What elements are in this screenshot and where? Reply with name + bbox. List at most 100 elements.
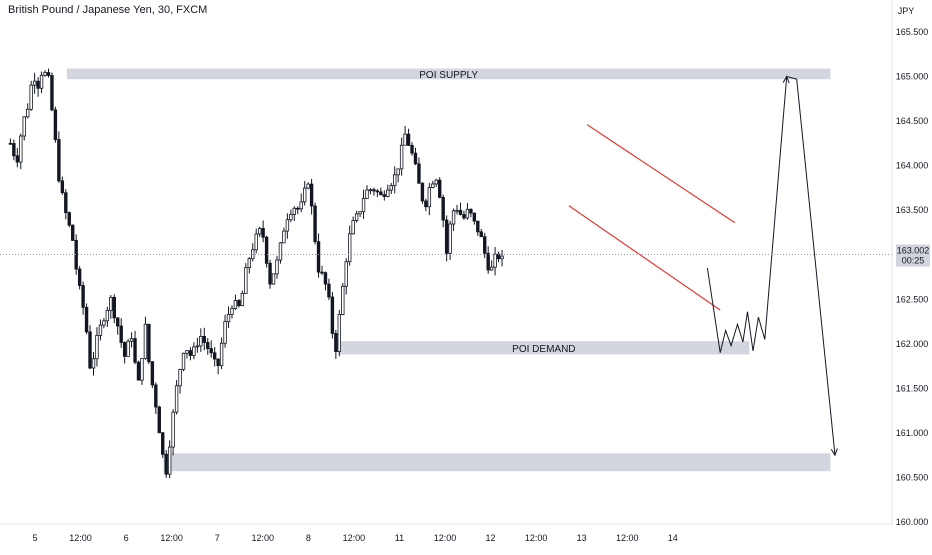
projection-arrowhead — [830, 448, 838, 457]
candle-body — [271, 273, 276, 285]
candle-body — [316, 241, 321, 273]
candle-body — [261, 228, 265, 238]
candle-body — [327, 283, 331, 298]
candle-body — [493, 253, 497, 268]
x-tick-label: 14 — [668, 533, 678, 543]
candle-body — [206, 342, 210, 349]
x-tick-label: 12:00 — [434, 533, 457, 543]
candle-body — [122, 342, 127, 357]
candle-body — [188, 350, 193, 356]
candle-body — [15, 155, 20, 163]
candle-body — [285, 219, 290, 232]
candle-body — [157, 406, 161, 434]
candle-body — [389, 185, 393, 191]
candle-body — [74, 240, 78, 270]
candle-body — [53, 109, 58, 140]
channel-layer — [568, 124, 736, 311]
candle-body — [434, 179, 438, 185]
candle-body — [444, 219, 449, 254]
candle-body — [178, 368, 182, 387]
candle-body — [81, 285, 85, 308]
candle-body — [8, 142, 13, 145]
candle-body — [358, 211, 362, 215]
candle-body — [302, 187, 307, 203]
projection-arrowhead — [782, 75, 790, 84]
candle-body — [417, 163, 421, 184]
candle-body — [185, 350, 189, 354]
candle-body — [465, 208, 470, 219]
candle-body — [171, 411, 175, 448]
candle-body — [337, 314, 342, 352]
candle-body — [199, 336, 203, 347]
candle-body — [420, 182, 425, 202]
candle-body — [174, 385, 179, 413]
candle-body — [306, 183, 310, 189]
candle-body — [351, 220, 355, 235]
candle-body — [396, 168, 400, 176]
candle-body — [275, 259, 279, 275]
candle-body — [26, 108, 30, 118]
candle-body — [39, 74, 44, 89]
x-tick-label: 12:00 — [343, 533, 366, 543]
zones-layer: POI SUPPLY POI DEMAND — [66, 68, 831, 472]
candle-body — [361, 198, 366, 213]
projection-layer — [706, 75, 838, 457]
candle-body — [95, 335, 99, 360]
x-tick-label: 8 — [306, 533, 311, 543]
candle-body — [476, 220, 480, 233]
candle-body — [147, 323, 151, 363]
candle-body — [67, 212, 71, 226]
candle-body — [247, 258, 251, 269]
candle-body — [368, 189, 373, 192]
candle-body — [393, 174, 397, 187]
y-tick-label: 161.500 — [896, 383, 929, 393]
candle-body — [140, 358, 144, 381]
candle-body — [136, 361, 141, 381]
candle-body — [32, 80, 37, 86]
candle-body — [29, 84, 33, 110]
candle-body — [64, 192, 68, 214]
candle-body — [264, 236, 269, 264]
candle-body — [282, 230, 286, 244]
candle-body — [427, 187, 432, 208]
candle-body — [334, 333, 338, 352]
candle-body — [341, 285, 345, 315]
y-tick-label: 162.500 — [896, 294, 929, 304]
x-tick-label: 12:00 — [252, 533, 275, 543]
candle-body — [347, 233, 352, 263]
x-tick-label: 12 — [486, 533, 496, 543]
candles-layer — [8, 68, 504, 479]
candle-body — [406, 133, 411, 146]
candle-body — [451, 210, 456, 225]
candle-body — [431, 183, 435, 188]
candle-body — [268, 262, 272, 285]
candle-body — [77, 268, 82, 286]
candle-body — [192, 346, 196, 356]
candle-body — [244, 267, 248, 294]
candle-body — [379, 191, 383, 196]
candle-body — [126, 340, 130, 357]
candle-body — [233, 300, 238, 310]
candle-body — [441, 196, 445, 221]
candle-body — [500, 255, 504, 260]
y-tick-label: 161.000 — [896, 428, 929, 438]
candle-body — [71, 224, 75, 241]
candle-body — [486, 252, 490, 271]
candle-body — [223, 321, 227, 344]
y-tick-label: 165.500 — [896, 27, 929, 37]
candle-body — [226, 313, 231, 323]
candle-body — [386, 189, 390, 197]
candle-body — [410, 144, 414, 154]
y-tick-label: 165.000 — [896, 72, 929, 82]
candle-body — [365, 189, 369, 199]
candle-body — [209, 348, 213, 354]
candle-body — [424, 200, 428, 208]
candle-body — [299, 201, 303, 210]
x-tick-label: 5 — [32, 533, 37, 543]
candle-body — [46, 72, 51, 76]
candle-body — [102, 320, 106, 326]
candle-body — [330, 296, 335, 334]
zone-label: POI DEMAND — [512, 344, 575, 355]
